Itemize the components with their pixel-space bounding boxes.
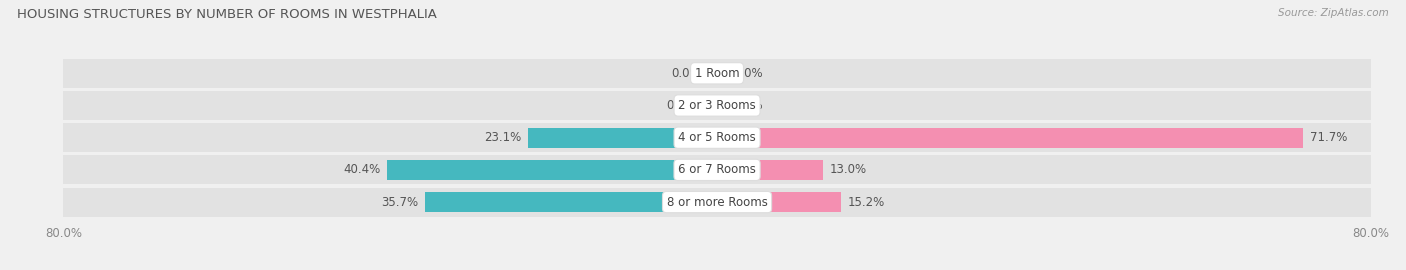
Bar <box>387 160 717 180</box>
Bar <box>425 192 717 212</box>
Text: 4 or 5 Rooms: 4 or 5 Rooms <box>678 131 756 144</box>
Text: 0.0%: 0.0% <box>734 67 763 80</box>
Text: 1 Room: 1 Room <box>695 67 740 80</box>
Bar <box>717 128 1303 148</box>
Text: 23.1%: 23.1% <box>485 131 522 144</box>
Text: HOUSING STRUCTURES BY NUMBER OF ROOMS IN WESTPHALIA: HOUSING STRUCTURES BY NUMBER OF ROOMS IN… <box>17 8 437 21</box>
Text: 6 or 7 Rooms: 6 or 7 Rooms <box>678 163 756 176</box>
Bar <box>710 96 717 116</box>
Bar <box>529 128 717 148</box>
Text: 71.7%: 71.7% <box>1309 131 1347 144</box>
Bar <box>63 59 1371 88</box>
Text: 15.2%: 15.2% <box>848 195 884 209</box>
Bar <box>63 156 1371 184</box>
Bar <box>63 91 1371 120</box>
Text: 13.0%: 13.0% <box>830 163 868 176</box>
Bar <box>63 123 1371 152</box>
Text: 40.4%: 40.4% <box>343 163 381 176</box>
Text: 2 or 3 Rooms: 2 or 3 Rooms <box>678 99 756 112</box>
Text: 0.88%: 0.88% <box>666 99 703 112</box>
Text: 35.7%: 35.7% <box>381 195 419 209</box>
Bar <box>717 160 824 180</box>
Text: Source: ZipAtlas.com: Source: ZipAtlas.com <box>1278 8 1389 18</box>
Text: 0.0%: 0.0% <box>734 99 763 112</box>
Text: 0.0%: 0.0% <box>671 67 700 80</box>
Bar <box>717 192 841 212</box>
Bar <box>63 188 1371 217</box>
Text: 8 or more Rooms: 8 or more Rooms <box>666 195 768 209</box>
